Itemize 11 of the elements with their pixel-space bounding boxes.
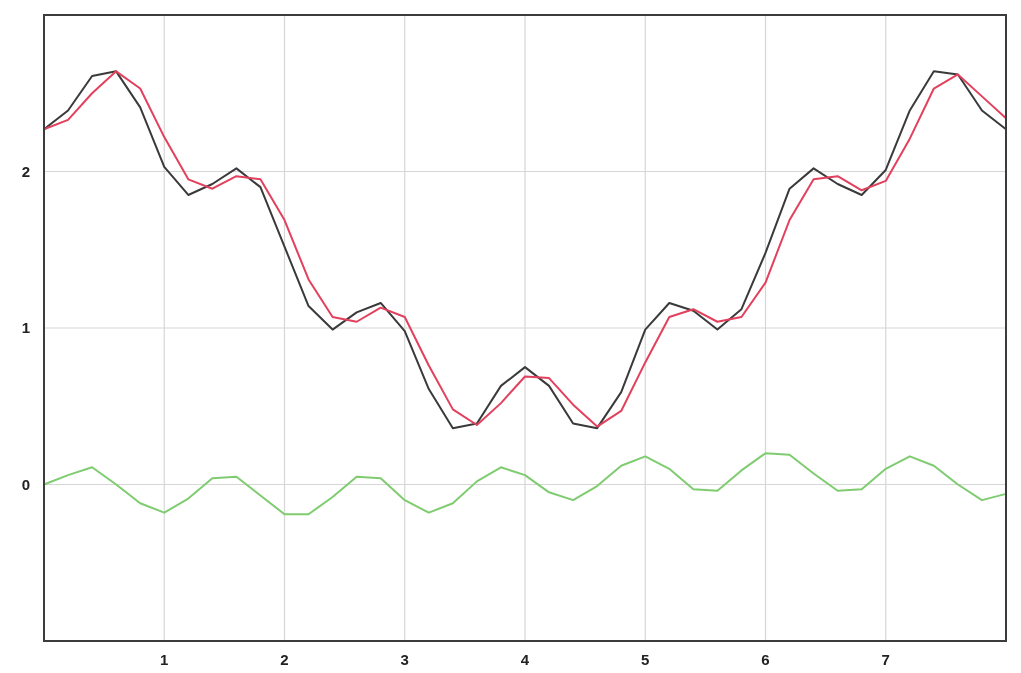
x-tick-label: 4	[520, 651, 530, 668]
x-tick-label: 2	[280, 651, 289, 668]
y-tick-label: 0	[21, 475, 30, 493]
x-tick-label: 5	[641, 651, 650, 668]
y-tick-label: 2	[21, 162, 30, 180]
x-tick-label: 7	[881, 651, 890, 668]
x-tick-label: 6	[761, 651, 770, 668]
x-tick-label: 1	[160, 651, 169, 668]
y-tick-label: 1	[21, 319, 30, 337]
line-series	[43, 452, 1007, 516]
x-tick-label: 3	[400, 651, 409, 668]
